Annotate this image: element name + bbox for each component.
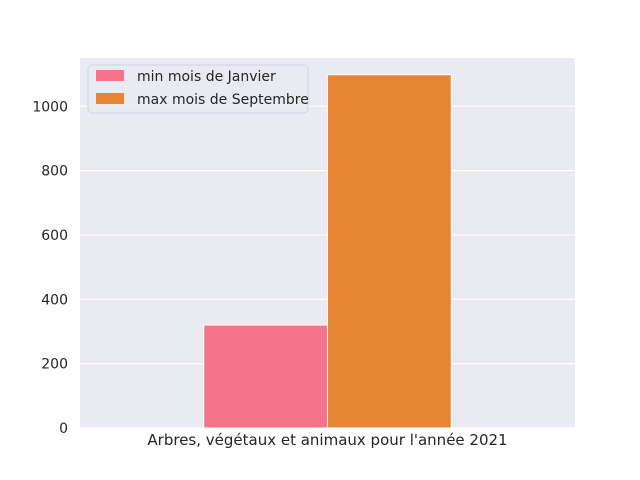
bar-max-septembre bbox=[327, 74, 452, 429]
y-tick-label: 400 bbox=[41, 292, 68, 308]
y-tick-label: 0 bbox=[59, 421, 68, 437]
legend-swatch-min bbox=[96, 70, 124, 81]
y-tick-label: 600 bbox=[41, 228, 68, 244]
legend-box bbox=[87, 64, 309, 114]
legend-label-max: max mois de Septembre bbox=[137, 92, 309, 108]
legend-label-min: min mois de Janvier bbox=[137, 69, 276, 85]
legend-swatch-max bbox=[96, 93, 124, 104]
y-tick-label: 1000 bbox=[32, 99, 68, 115]
y-axis-ticks: 0 200 400 600 800 1000 bbox=[32, 99, 68, 437]
y-tick-label: 200 bbox=[41, 357, 68, 373]
y-tick-label: 800 bbox=[41, 164, 68, 180]
x-category-label: Arbres, végétaux et animaux pour l'année… bbox=[147, 431, 507, 449]
legend: min mois de Janvier max mois de Septembr… bbox=[87, 64, 309, 114]
bars bbox=[203, 74, 452, 429]
bar-min-janvier bbox=[203, 324, 328, 429]
